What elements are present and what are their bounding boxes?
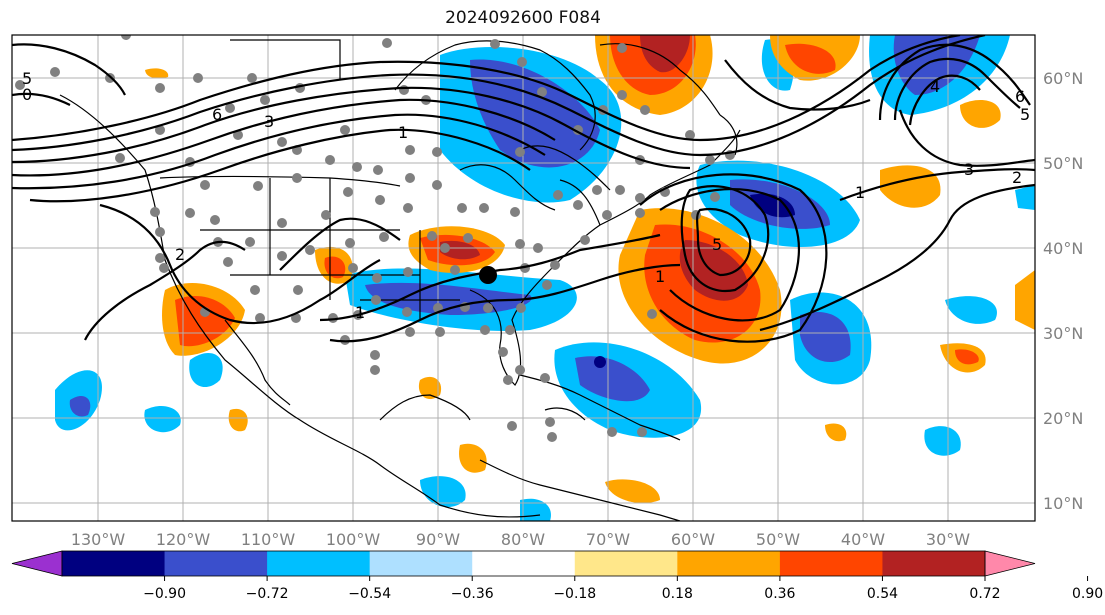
colorbar-segment — [779, 551, 883, 576]
lon-label: 120°W — [156, 530, 211, 549]
colorbar-tick-label: 0.90 — [1072, 586, 1103, 602]
colorbar-tick-label: 0.72 — [969, 586, 1000, 602]
contour-label: 1 — [355, 303, 365, 322]
station-markers — [15, 35, 735, 442]
colorbar-tick-label: 0.18 — [662, 586, 693, 602]
location-marker — [479, 266, 497, 284]
contour-label: 1 — [398, 123, 408, 142]
contour-label: 2 — [1012, 168, 1022, 187]
lat-label: 10°N — [1043, 494, 1083, 513]
colorbar-segment — [267, 551, 371, 576]
coastlines — [59, 39, 741, 521]
lon-label: 90°W — [416, 530, 460, 549]
height-contours — [12, 35, 1035, 343]
lat-axis: 60°N 50°N 40°N 30°N 20°N 10°N — [1043, 69, 1083, 513]
colorbar-tick-label: 0.36 — [764, 586, 795, 602]
gridlines — [12, 35, 1035, 521]
lat-label: 20°N — [1043, 409, 1083, 428]
contour-label: 3 — [264, 112, 274, 131]
contour-label: 6 — [1015, 87, 1025, 106]
lon-label: 100°W — [326, 530, 381, 549]
contour-label: 5 — [22, 69, 32, 88]
colorbar-extend-high — [984, 550, 1036, 577]
colorbar: −0.90 −0.72 −0.54 −0.36 −0.18 0.18 0.36 0.54 0.7… — [11, 550, 1103, 602]
colorbar-tick-label: −0.18 — [553, 586, 596, 602]
contour-label-group: 5 0 6 3 1 1 5 1 6 5 3 2 1 2 4 — [22, 69, 1030, 322]
lon-label: 70°W — [586, 530, 630, 549]
plot-frame — [11, 34, 1036, 522]
contour-label: 0 — [22, 85, 32, 104]
lat-label: 40°N — [1043, 239, 1083, 258]
colorbar-tick-label: −0.90 — [143, 586, 186, 602]
lon-label: 60°W — [671, 530, 715, 549]
map-title: 2024092600 F084 — [445, 8, 601, 28]
contour-label: 2 — [175, 245, 185, 264]
lon-label: 110°W — [241, 530, 296, 549]
lat-label: 50°N — [1043, 154, 1083, 173]
contour-label: 6 — [212, 105, 222, 124]
lon-label: 80°W — [501, 530, 545, 549]
colorbar-segment — [882, 551, 986, 576]
colorbar-tick-label: −0.36 — [451, 586, 494, 602]
colorbar-tick-label: −0.54 — [348, 586, 391, 602]
colorbar-tick-label: 0.54 — [867, 586, 898, 602]
lat-label: 30°N — [1043, 324, 1083, 343]
contour-label: 1 — [855, 183, 865, 202]
lon-label: 130°W — [71, 530, 126, 549]
lon-axis: 130°W 120°W 110°W 100°W 90°W 80°W 70°W 6… — [71, 530, 970, 549]
lat-label: 60°N — [1043, 69, 1083, 88]
contour-label: 3 — [964, 160, 974, 179]
colorbar-segment — [574, 551, 678, 576]
colorbar-frame — [61, 550, 986, 577]
colorbar-segment — [472, 551, 576, 576]
colorbar-segment — [62, 551, 166, 576]
colorbar-segment — [677, 551, 781, 576]
lon-label: 50°W — [756, 530, 800, 549]
colorbar-extend-low — [11, 550, 63, 577]
anomaly-fill — [55, 35, 1035, 521]
contour-label: 4 — [930, 77, 940, 96]
colorbar-segment — [164, 551, 268, 576]
contour-label: 5 — [1020, 105, 1030, 124]
contour-label: 1 — [655, 267, 665, 286]
lon-label: 30°W — [926, 530, 970, 549]
contour-label: 5 — [712, 235, 722, 254]
colorbar-tick-label: −0.72 — [246, 586, 289, 602]
colorbar-segment — [369, 551, 473, 576]
lon-label: 40°W — [841, 530, 885, 549]
